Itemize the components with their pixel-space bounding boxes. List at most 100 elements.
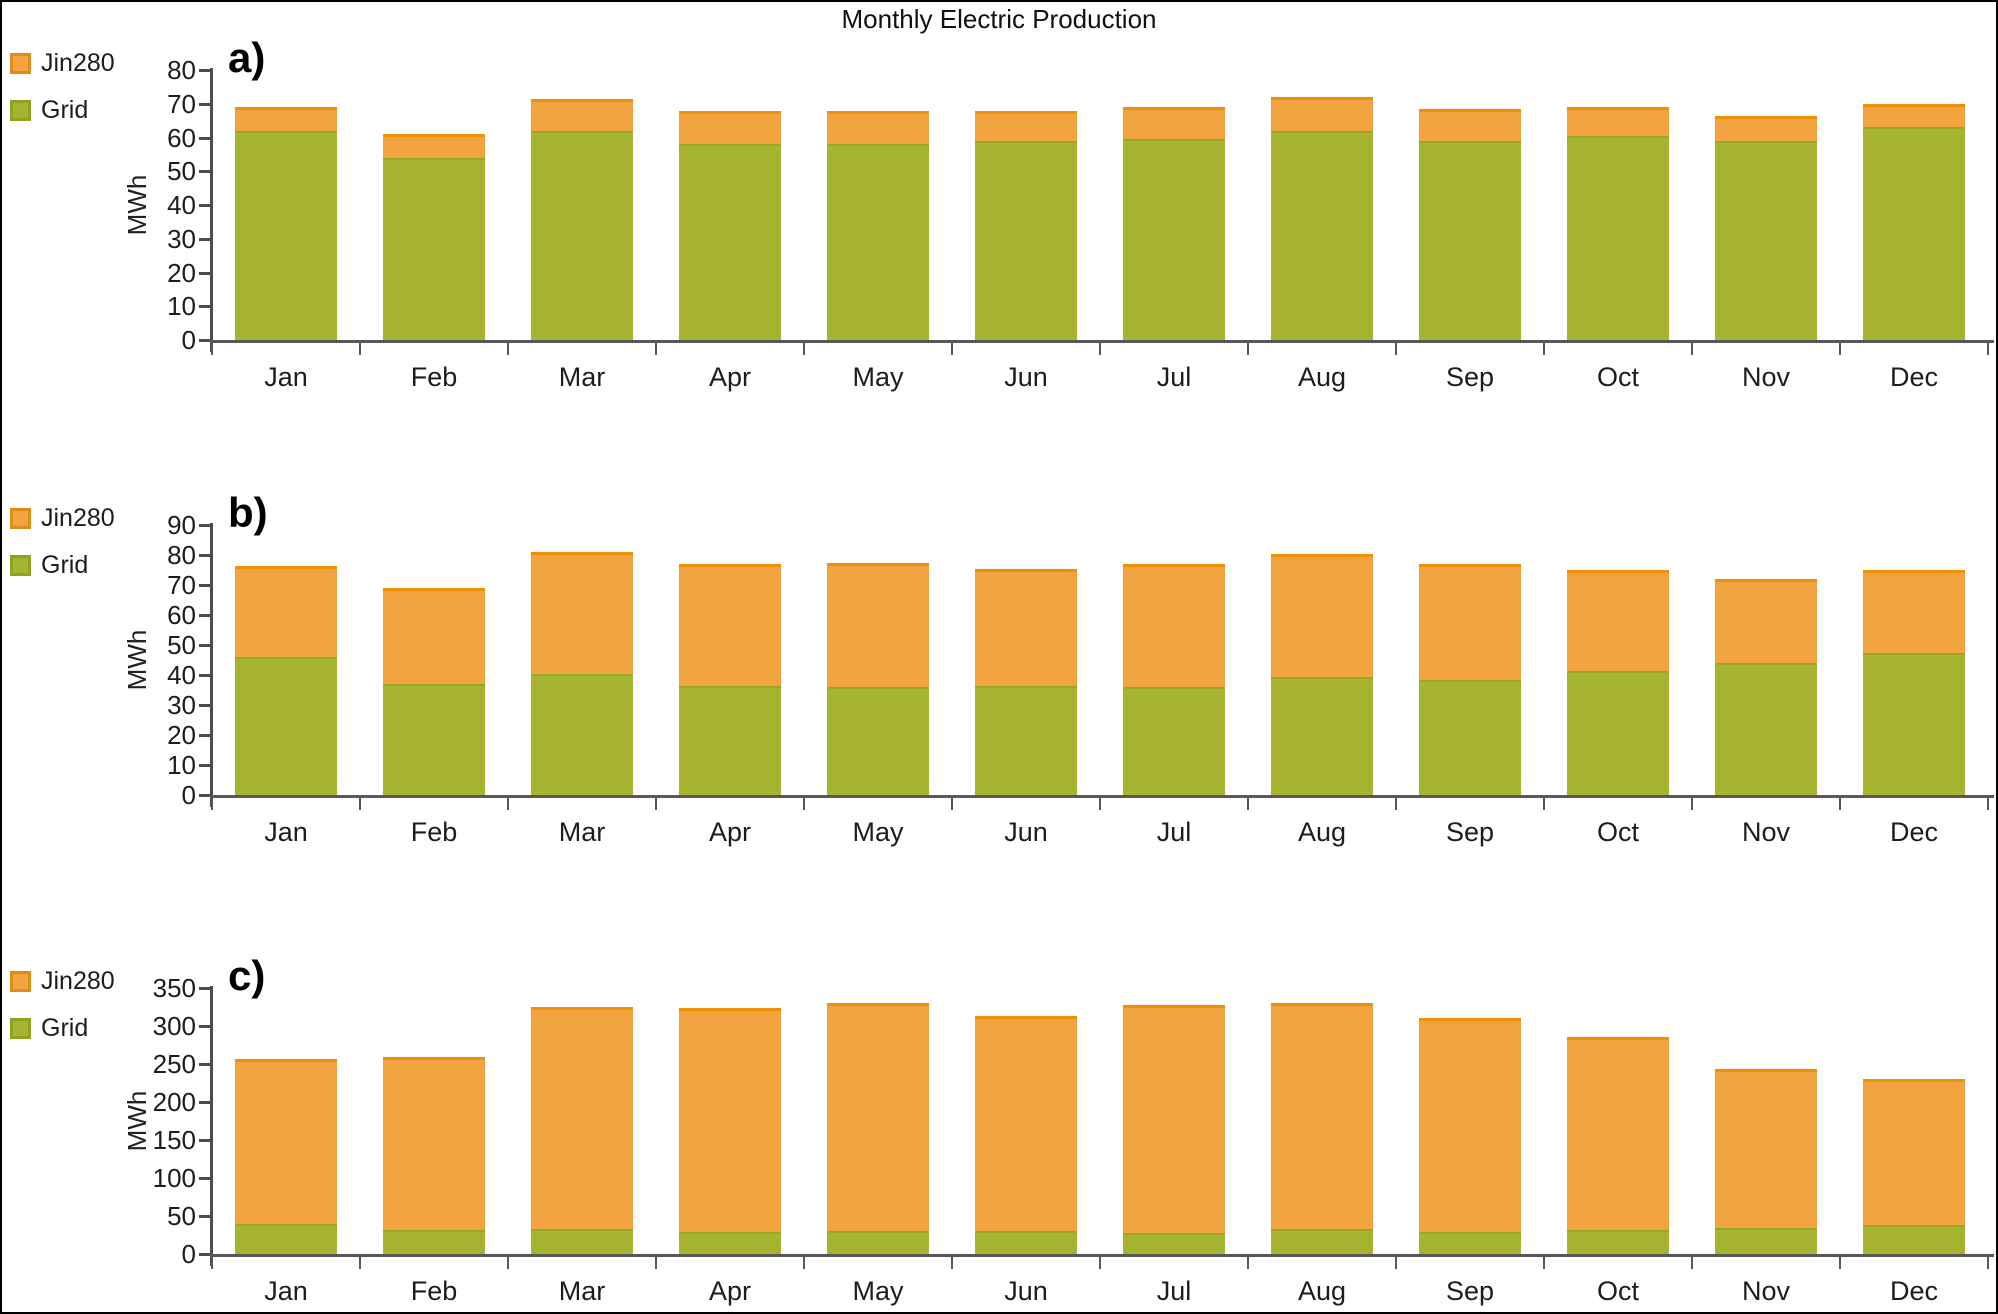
legend-label-grid: Grid: [41, 1014, 89, 1042]
x-tick-mark: [1987, 798, 1989, 810]
x-tick-mark: [803, 1257, 805, 1269]
y-tick-mark: [199, 987, 210, 990]
month-tick-label: Dec: [1889, 1276, 1938, 1306]
y-tick-mark: [199, 170, 210, 174]
x-tick-mark: [803, 798, 805, 810]
legend: Jin280 Grid: [10, 504, 115, 578]
x-tick-mark: [655, 798, 657, 810]
month-tick-label: May: [852, 362, 904, 392]
y-tick-label: 150: [152, 1125, 196, 1155]
legend-item-grid: Grid: [10, 553, 115, 578]
x-tick-mark: [1543, 343, 1545, 355]
bar-segment-grid: [1271, 676, 1373, 795]
bar-segment-jin280: [383, 134, 485, 158]
month-tick-label: Sep: [1445, 817, 1495, 847]
x-tick-mark: [1099, 798, 1101, 810]
x-tick-mark: [211, 798, 213, 810]
x-tick-mark: [655, 1257, 657, 1269]
legend-label-jin280: Jin280: [41, 49, 115, 77]
y-tick-mark: [199, 69, 210, 72]
bar-segment-grid: [975, 685, 1077, 795]
x-tick-mark: [803, 343, 805, 355]
bar-segment-grid: [1567, 135, 1669, 340]
grid-swatch-icon: [10, 1017, 31, 1039]
legend-item-jin280: Jin280: [10, 969, 115, 994]
month-tick-label: Apr: [708, 817, 752, 847]
month-tick-label: Oct: [1596, 817, 1639, 847]
x-tick-mark: [655, 343, 657, 355]
x-tick-mark: [359, 798, 361, 810]
bar-segment-grid: [235, 130, 337, 340]
y-tick-mark: [199, 1101, 210, 1104]
jin280-swatch-icon: [10, 52, 31, 74]
month-tick-label: Jul: [1156, 362, 1192, 392]
x-tick-mark: [1987, 1257, 1989, 1269]
x-tick-mark: [507, 343, 509, 355]
x-tick-mark: [1691, 798, 1693, 810]
y-tick-mark: [199, 704, 210, 707]
x-tick-mark: [1247, 798, 1249, 810]
x-tick-mark: [1839, 343, 1841, 355]
month-tick-label: Aug: [1297, 817, 1347, 847]
legend-label-jin280: Jin280: [41, 504, 115, 532]
month-tick-label: Aug: [1297, 1276, 1347, 1306]
chart-title: Monthly Electric Production: [841, 4, 1157, 34]
x-tick-mark: [1987, 343, 1989, 355]
bar-segment-grid: [1863, 652, 1965, 795]
month-tick-label: May: [852, 817, 904, 847]
legend: Jin280 Grid: [10, 49, 115, 123]
jin280-swatch-icon: [10, 507, 31, 529]
month-tick-label: Apr: [708, 1276, 752, 1306]
bar-segment-jin280: [827, 110, 929, 145]
y-tick-label: 20: [167, 720, 196, 750]
x-tick-mark: [1839, 1257, 1841, 1269]
bar-segment-jin280: [1419, 564, 1521, 680]
y-tick-label: 0: [181, 1239, 196, 1269]
bar-segment-jin280: [1419, 108, 1521, 141]
bar-segment-jin280: [1271, 1003, 1373, 1229]
y-tick-label: 60: [167, 600, 196, 630]
x-tick-mark: [211, 343, 213, 355]
y-tick-mark: [199, 339, 210, 342]
bar-segment-jin280: [1567, 570, 1669, 671]
x-tick-mark: [951, 1257, 953, 1269]
y-tick-mark: [199, 1215, 210, 1218]
bar-segment-grid: [827, 144, 929, 340]
bar-segment-jin280: [1271, 553, 1373, 677]
y-tick-label: 70: [167, 570, 196, 600]
panel-letter-b: b): [228, 489, 268, 536]
y-tick-mark: [199, 305, 210, 309]
legend-item-grid: Grid: [10, 1014, 115, 1042]
y-tick-mark: [199, 271, 210, 275]
y-tick-label: 200: [152, 1087, 196, 1117]
x-tick-mark: [1247, 343, 1249, 355]
y-tick-label: 10: [167, 750, 196, 780]
month-tick-label: Oct: [1596, 362, 1639, 392]
month-tick-label: Feb: [410, 362, 458, 392]
y-axis-line: [210, 986, 213, 1266]
month-tick-label: Nov: [1741, 817, 1790, 847]
bar-segment-grid: [1863, 1225, 1965, 1254]
bar-segment-grid: [679, 144, 781, 340]
y-axis-line: [210, 523, 213, 807]
bar-segment-grid: [1123, 1232, 1225, 1254]
bar-segment-jin280: [1715, 115, 1817, 141]
bar-segment-jin280: [1715, 579, 1817, 663]
y-tick-mark: [199, 204, 210, 207]
x-tick-mark: [1543, 798, 1545, 810]
y-tick-label: 50: [167, 630, 196, 660]
y-tick-label: 50: [167, 1201, 196, 1231]
bar-segment-grid: [1419, 140, 1521, 340]
month-tick-label: Jun: [1004, 817, 1048, 847]
jin280-swatch-icon: [10, 970, 31, 992]
month-tick-label: Jun: [1004, 362, 1048, 392]
y-tick-mark: [199, 584, 210, 587]
y-tick-label: 80: [167, 55, 196, 85]
y-tick-mark: [199, 1063, 210, 1066]
bar-segment-grid: [235, 1223, 337, 1254]
y-tick-mark: [199, 614, 210, 617]
panel-letter-c: c): [228, 952, 266, 999]
bar-segment-grid: [1271, 130, 1373, 340]
x-tick-mark: [1839, 798, 1841, 810]
